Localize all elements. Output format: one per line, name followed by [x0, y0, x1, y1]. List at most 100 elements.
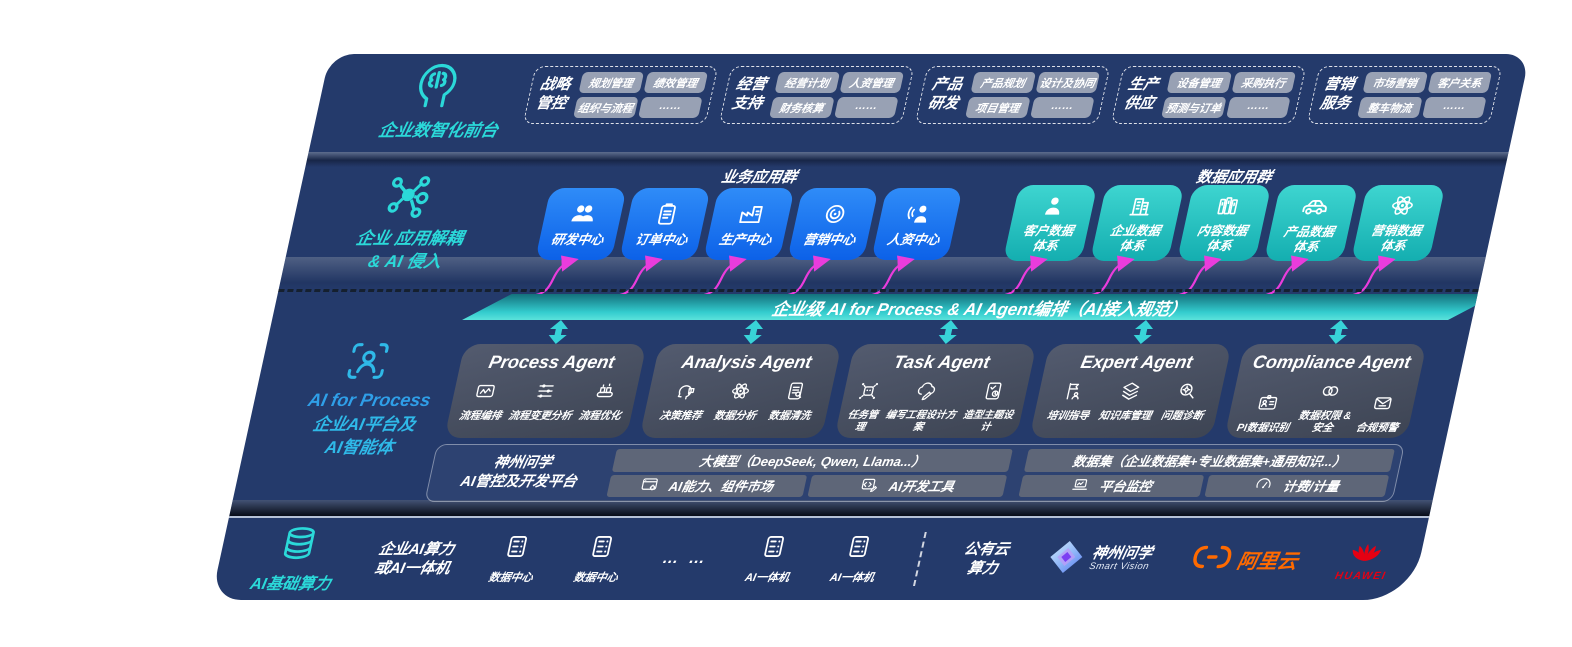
chip: 整车物流 [1357, 97, 1423, 118]
agent-title: Process Agent [486, 352, 617, 372]
key-circles-icon [1316, 380, 1344, 407]
agent-title: Compliance Agent [1250, 352, 1413, 372]
chip: …… [833, 97, 899, 118]
feature-label: 培训指导 [1045, 410, 1091, 422]
chip: …… [1225, 97, 1291, 118]
group-title: 经营 支持 [730, 76, 769, 112]
chip: 客户关系 [1426, 72, 1493, 93]
agent-title: Task Agent [891, 352, 992, 372]
feature-label: 数据权限 & 安全 [1297, 410, 1353, 435]
feature-label: 任务管理 [846, 410, 880, 433]
analysis-agent-box: Analysis Agent 决策推荐 数据分析 数据清洗 [639, 344, 842, 438]
group-title: 产品 研发 [926, 76, 965, 112]
bot-grid-icon [854, 380, 882, 407]
feature-label: 决策推荐 [658, 410, 703, 422]
enterprise-compute-label: 企业AI算力 或AI一体机 [372, 540, 456, 578]
dev-tools-icon [858, 475, 882, 497]
chip: 绩效管理 [642, 72, 709, 93]
car-icon [1298, 192, 1332, 220]
node-label: 数据中心 [572, 572, 619, 584]
dataset-group: 数据集（企业数据集+专业数据集+通用知识...） 平台监控 计费/计量 [1018, 449, 1395, 497]
conveyor-icon [591, 380, 619, 407]
database-icon [275, 524, 322, 567]
books-icon [1212, 193, 1244, 219]
cell-label: 计费/计量 [1281, 479, 1341, 495]
expert-agent-box: Expert Agent 培训指导 知识库管理 问题诊断 [1029, 344, 1232, 438]
cell-label: 平台监控 [1097, 479, 1154, 495]
diamond-logo-icon [1044, 539, 1089, 580]
datacenter-node: 数据中心 [572, 533, 627, 585]
agent-row: Process Agent 流程编排 流程变更分析 流程优化 Analysis … [444, 344, 1427, 438]
chip: 人资管理 [838, 72, 905, 93]
target-icon [819, 201, 851, 227]
compliance-agent-box: Compliance Agent PI数据识别 数据权限 & 安全 合规预警 [1224, 344, 1427, 438]
feature-label: 数据清洗 [767, 410, 812, 422]
app-label: 生产中心 [717, 231, 774, 247]
head-brain-icon [406, 59, 469, 111]
data-group-title: 数据应用群 [1194, 169, 1274, 186]
public-cloud-label: 公有云 算力 [962, 540, 1012, 578]
factory-icon [735, 201, 767, 227]
server-icon [585, 533, 619, 565]
app-label: 企业数据 体系 [1108, 223, 1163, 253]
sliders-icon [531, 380, 559, 407]
feature-label: 流程变更分析 [507, 410, 573, 422]
group-title: 生产 供应 [1122, 76, 1161, 112]
business-group-title: 业务应用群 [719, 169, 799, 186]
chip: 产品规划 [970, 72, 1036, 93]
app-label: 营销中心 [801, 231, 858, 247]
infra-rail-label: AI基础算力 [248, 576, 333, 593]
feature-label: 造型主题设计 [961, 410, 1015, 433]
dataset-header: 数据集（企业数据集+专业数据集+通用知识...） [1024, 449, 1395, 472]
node-label: 数据中心 [487, 572, 534, 584]
app-label: 客户数据 体系 [1021, 223, 1076, 253]
feature-label: 问题诊断 [1159, 410, 1205, 422]
doc-scan-icon [781, 380, 809, 407]
cell-label: AI开发工具 [887, 479, 956, 495]
alibaba-cloud-logo: 阿里云 [1189, 544, 1302, 575]
building-icon [1125, 193, 1157, 219]
ellipsis-more-nodes: … … [660, 550, 711, 567]
server-icon [841, 533, 875, 565]
chip: 组织与流程 [573, 97, 639, 118]
diagnose-icon [1173, 380, 1201, 407]
training-icon [1059, 380, 1087, 407]
group-strategy-control: 战略 管控 规划管理 绩效管理 组织与流程 …… [522, 66, 719, 124]
alibaba-bracket-icon [1189, 544, 1236, 575]
magenta-connector-arrows [531, 255, 1396, 298]
platform-label: 神州问学 AI管控及开发平台 [458, 455, 579, 490]
layers-icon [1116, 380, 1144, 407]
front-office-groups: 战略 管控 规划管理 绩效管理 组织与流程 …… 经营 支持 经营计划 人资管理… [522, 66, 1503, 124]
chip: 经营计划 [774, 72, 840, 93]
huawei-flower-icon [1346, 537, 1387, 568]
chip: 设计及协同 [1034, 72, 1101, 93]
band-separator-1 [305, 152, 1509, 167]
ai-bus-label: 企业级 AI for Process & AI Agent编排（AI接入规范） [770, 299, 1189, 319]
gauge-icon [1252, 475, 1276, 497]
node-label: AI一体机 [743, 572, 791, 584]
feature-label: 流程优化 [577, 410, 623, 422]
group-title: 营销 服务 [1318, 76, 1357, 112]
group-product-rd: 产品 研发 产品规划 设计及协同 项目管理 …… [914, 66, 1111, 124]
chip: 预测与订单 [1161, 97, 1227, 118]
server-icon [756, 533, 790, 565]
tablet-check-icon [979, 380, 1007, 407]
app-label: 订单中心 [633, 231, 690, 247]
scan-person-icon [340, 338, 396, 384]
cloud-pen-icon [912, 380, 940, 407]
feature-label: PI数据识别 [1235, 422, 1291, 435]
molecule-icon [377, 172, 438, 222]
infra-band: AI基础算力 企业AI算力 或AI一体机 数据中心 数据中心 … … AI一体机… [211, 518, 1429, 600]
ai-appliance-node: AI一体机 [743, 533, 798, 585]
id-card-icon [1254, 392, 1282, 419]
chip: 规划管理 [578, 72, 644, 93]
group-marketing-service: 营销 服务 市场营销 客户关系 整车物流 …… [1306, 66, 1503, 124]
group-production-supply: 生产 供应 设备管理 采购执行 预测与订单 …… [1110, 66, 1307, 124]
chip: 财务核算 [769, 97, 835, 118]
ai-capability-market-cell: AI能力、组件市场 [606, 474, 807, 497]
huawei-logo: HUAWEI [1334, 537, 1395, 582]
app-label: 内容数据 体系 [1195, 223, 1250, 253]
ai-governance-platform: 神州问学 AI管控及开发平台 大模型（DeepSeek, Qwen, Llama… [424, 444, 1405, 502]
smart-vision-logo: 神州问学 Smart Vision [1044, 539, 1156, 580]
chip: …… [1421, 97, 1487, 118]
